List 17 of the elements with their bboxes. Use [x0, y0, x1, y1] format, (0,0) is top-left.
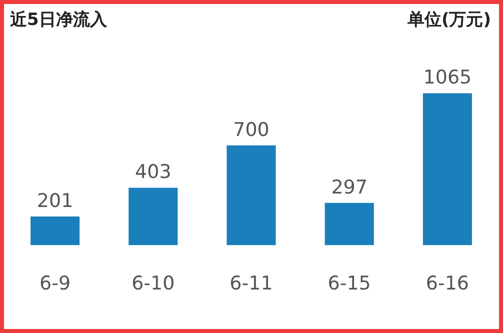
bar [226, 145, 276, 246]
x-tick-label: 6-9 [40, 272, 71, 295]
x-tick-label: 6-10 [132, 272, 175, 295]
chart-title: 近5日净流入 [10, 9, 107, 31]
bar [324, 202, 374, 246]
y-axis-title: 单位(万元) [407, 9, 491, 31]
bar [30, 216, 80, 246]
data-label: 1065 [423, 66, 472, 89]
x-tick-label: 6-15 [328, 272, 371, 295]
data-label: 700 [233, 118, 270, 141]
x-tick-label: 6-16 [426, 272, 469, 295]
data-label: 403 [135, 161, 172, 184]
data-label: 297 [331, 176, 368, 198]
bar [128, 188, 178, 246]
data-label: 201 [36, 190, 74, 212]
bar [422, 93, 472, 246]
x-tick-label: 6-11 [230, 272, 273, 295]
